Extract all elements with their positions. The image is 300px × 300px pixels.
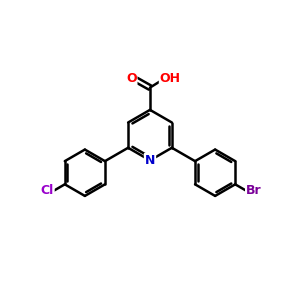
Text: OH: OH [159, 72, 180, 85]
Text: O: O [126, 72, 137, 85]
Text: Cl: Cl [41, 184, 54, 197]
Text: Br: Br [246, 184, 261, 197]
Text: N: N [145, 154, 155, 167]
